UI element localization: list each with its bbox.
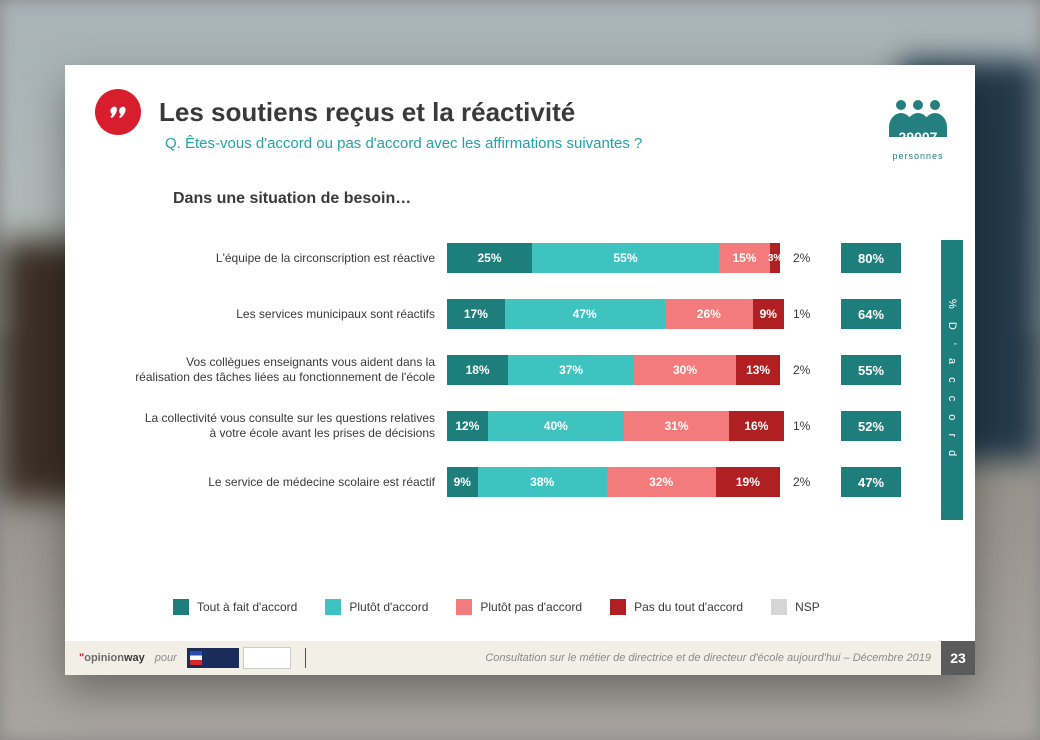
legend-item: Pas du tout d'accord bbox=[610, 599, 743, 615]
legend-swatch bbox=[771, 599, 787, 615]
page-title: Les soutiens reçus et la réactivité bbox=[159, 97, 575, 128]
slide: Les soutiens reçus et la réactivité Q. Ê… bbox=[65, 65, 975, 675]
bar-segment: 18% bbox=[447, 355, 508, 385]
bar-segment: 38% bbox=[478, 467, 607, 497]
bar-segment: 30% bbox=[634, 355, 736, 385]
respondent-count: 29007 bbox=[899, 129, 938, 145]
agree-total: 80% bbox=[841, 243, 901, 273]
legend-item: Plutôt d'accord bbox=[325, 599, 428, 615]
row-label: Les services municipaux sont réactifs bbox=[135, 307, 447, 322]
bar-segment: 26% bbox=[665, 299, 753, 329]
footer-caption: Consultation sur le métier de directrice… bbox=[320, 652, 941, 664]
brand-logo: "opinionway bbox=[65, 652, 145, 664]
bar: 12%40%31%16% bbox=[447, 411, 787, 441]
chart-row: Le service de médecine scolaire est réac… bbox=[135, 454, 945, 510]
agree-total: 55% bbox=[841, 355, 901, 385]
legend-label: Pas du tout d'accord bbox=[634, 600, 743, 614]
page-number: 23 bbox=[941, 641, 975, 675]
bar-segment: 40% bbox=[488, 411, 624, 441]
row-label: La collectivité vous consulte sur les qu… bbox=[135, 411, 447, 441]
bar-segment: 17% bbox=[447, 299, 505, 329]
respondent-badge: 29007 personnes bbox=[885, 97, 951, 161]
bar-segment: 47% bbox=[505, 299, 665, 329]
bar-segment: 32% bbox=[607, 467, 716, 497]
brand-pre: opinion bbox=[84, 652, 124, 664]
footer-separator bbox=[305, 648, 306, 668]
agree-total: 64% bbox=[841, 299, 901, 329]
legend-swatch bbox=[325, 599, 341, 615]
nsp-value: 2% bbox=[787, 475, 823, 489]
ministry-logo-icon bbox=[187, 648, 239, 668]
bar: 9%38%32%19% bbox=[447, 467, 787, 497]
bar-segment: 3% bbox=[770, 243, 780, 273]
legend: Tout à fait d'accord Plutôt d'accord Plutô… bbox=[173, 599, 820, 615]
bar: 25%55%15%3% bbox=[447, 243, 787, 273]
legend-swatch bbox=[173, 599, 189, 615]
chart-row: Vos collègues enseignants vous aident da… bbox=[135, 342, 945, 398]
chart-row: Les services municipaux sont réactifs17%… bbox=[135, 286, 945, 342]
bar: 17%47%26%9% bbox=[447, 299, 787, 329]
nsp-value: 2% bbox=[787, 363, 823, 377]
bar-segment: 31% bbox=[624, 411, 729, 441]
chart-row: L'équipe de la circonscription est réact… bbox=[135, 230, 945, 286]
agree-column-header: % D ' a c c o r d bbox=[941, 240, 963, 520]
nsp-value: 1% bbox=[787, 307, 823, 321]
row-label: L'équipe de la circonscription est réact… bbox=[135, 251, 447, 266]
bar-segment: 15% bbox=[719, 243, 770, 273]
bar-segment: 55% bbox=[532, 243, 719, 273]
quote-icon bbox=[95, 89, 141, 135]
bar-segment: 25% bbox=[447, 243, 532, 273]
bar: 18%37%30%13% bbox=[447, 355, 787, 385]
legend-item: NSP bbox=[771, 599, 820, 615]
footer-bar: "opinionway pour Consultation sur le mét… bbox=[65, 641, 975, 675]
bar-segment: 9% bbox=[753, 299, 784, 329]
legend-swatch bbox=[456, 599, 472, 615]
agree-total: 52% bbox=[841, 411, 901, 441]
legend-label: Plutôt d'accord bbox=[349, 600, 428, 614]
title-row: Les soutiens reçus et la réactivité bbox=[95, 89, 575, 135]
bar-segment: 37% bbox=[508, 355, 634, 385]
bar-segment: 12% bbox=[447, 411, 488, 441]
legend-swatch bbox=[610, 599, 626, 615]
bar-segment: 9% bbox=[447, 467, 478, 497]
respondent-label: personnes bbox=[885, 151, 951, 161]
legend-item: Plutôt pas d'accord bbox=[456, 599, 582, 615]
stacked-bar-chart: L'équipe de la circonscription est réact… bbox=[135, 230, 945, 510]
legend-label: Plutôt pas d'accord bbox=[480, 600, 582, 614]
brand-suf: way bbox=[124, 652, 145, 664]
stage: Les soutiens reçus et la réactivité Q. Ê… bbox=[0, 0, 1040, 740]
bar-segment: 19% bbox=[716, 467, 781, 497]
nsp-value: 2% bbox=[787, 251, 823, 265]
subheading: Dans une situation de besoin… bbox=[173, 190, 411, 208]
chart-row: La collectivité vous consulte sur les qu… bbox=[135, 398, 945, 454]
row-label: Vos collègues enseignants vous aident da… bbox=[135, 355, 447, 385]
nsp-value: 1% bbox=[787, 419, 823, 433]
row-label: Le service de médecine scolaire est réac… bbox=[135, 475, 447, 490]
bar-segment: 16% bbox=[729, 411, 783, 441]
survey-question: Q. Êtes-vous d'accord ou pas d'accord av… bbox=[165, 135, 642, 152]
legend-item: Tout à fait d'accord bbox=[173, 599, 297, 615]
footer-pour: pour bbox=[145, 652, 187, 664]
bar-segment: 13% bbox=[736, 355, 780, 385]
agree-total: 47% bbox=[841, 467, 901, 497]
legend-label: NSP bbox=[795, 600, 820, 614]
ministry-label-icon bbox=[243, 647, 291, 669]
legend-label: Tout à fait d'accord bbox=[197, 600, 297, 614]
